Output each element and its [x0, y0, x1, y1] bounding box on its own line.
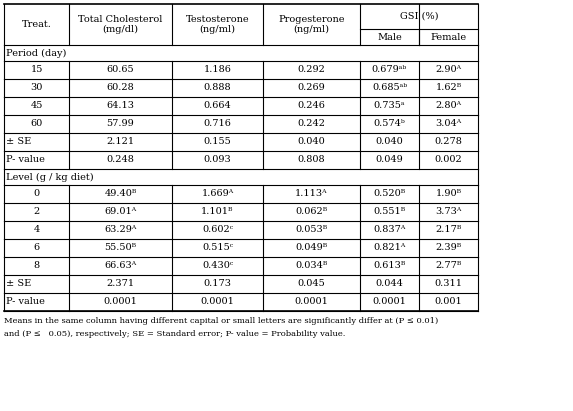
Text: 0.515ᶜ: 0.515ᶜ	[202, 243, 233, 252]
Text: 8: 8	[33, 261, 40, 270]
Text: 2.77ᴮ: 2.77ᴮ	[435, 261, 462, 270]
Text: 63.29ᴬ: 63.29ᴬ	[104, 226, 136, 235]
Text: 0.837ᴬ: 0.837ᴬ	[374, 226, 406, 235]
Text: P- value: P- value	[6, 298, 45, 307]
Text: ± SE: ± SE	[6, 138, 32, 146]
Text: 2.371: 2.371	[107, 279, 135, 289]
Text: 0.0001: 0.0001	[372, 298, 406, 307]
Text: 0.685ᵃᵇ: 0.685ᵃᵇ	[372, 83, 407, 92]
Text: Treat.: Treat.	[22, 20, 52, 29]
Text: 0.093: 0.093	[203, 155, 231, 164]
Text: Male: Male	[377, 32, 402, 42]
Text: 45: 45	[30, 102, 42, 111]
Text: 0.679ᵃᵇ: 0.679ᵃᵇ	[372, 65, 407, 74]
Text: Female: Female	[430, 32, 466, 42]
Text: 0.292: 0.292	[297, 65, 325, 74]
Text: 0.034ᴮ: 0.034ᴮ	[295, 261, 328, 270]
Text: 60: 60	[30, 120, 42, 129]
Text: 2.17ᴮ: 2.17ᴮ	[435, 226, 462, 235]
Text: 64.13: 64.13	[107, 102, 135, 111]
Text: P- value: P- value	[6, 155, 45, 164]
Text: 0.808: 0.808	[298, 155, 325, 164]
Text: 0.044: 0.044	[375, 279, 403, 289]
Text: 6: 6	[33, 243, 40, 252]
Text: 57.99: 57.99	[107, 120, 135, 129]
Text: 0.248: 0.248	[107, 155, 135, 164]
Text: 49.40ᴮ: 49.40ᴮ	[104, 189, 137, 199]
Text: 0.0001: 0.0001	[201, 298, 234, 307]
Text: 1.669ᴬ: 1.669ᴬ	[202, 189, 234, 199]
Text: 55.50ᴮ: 55.50ᴮ	[104, 243, 136, 252]
Text: 1.186: 1.186	[203, 65, 231, 74]
Text: 0.278: 0.278	[434, 138, 462, 146]
Text: 0.002: 0.002	[435, 155, 462, 164]
Text: 0.735ᵃ: 0.735ᵃ	[374, 102, 405, 111]
Text: 0.574ᵇ: 0.574ᵇ	[374, 120, 405, 129]
Text: 0.551ᴮ: 0.551ᴮ	[374, 208, 406, 217]
Text: 0.040: 0.040	[376, 138, 403, 146]
Text: 0.0001: 0.0001	[295, 298, 328, 307]
Text: and (P ≤   0.05), respectively; SE = Standard error; P- value = Probability valu: and (P ≤ 0.05), respectively; SE = Stand…	[4, 330, 346, 338]
Text: 0.430ᶜ: 0.430ᶜ	[202, 261, 233, 270]
Text: 1.113ᴬ: 1.113ᴬ	[295, 189, 328, 199]
Text: 0.888: 0.888	[203, 83, 231, 92]
Text: 0.173: 0.173	[203, 279, 231, 289]
Text: Progesterone
(ng/ml): Progesterone (ng/ml)	[278, 15, 345, 34]
Text: 0.053ᴮ: 0.053ᴮ	[295, 226, 328, 235]
Text: 0.001: 0.001	[435, 298, 462, 307]
Text: 0.045: 0.045	[297, 279, 325, 289]
Text: 69.01ᴬ: 69.01ᴬ	[104, 208, 136, 217]
Text: 60.65: 60.65	[107, 65, 134, 74]
Text: 0.0001: 0.0001	[104, 298, 138, 307]
Text: 3.04ᴬ: 3.04ᴬ	[435, 120, 462, 129]
Text: 30: 30	[30, 83, 42, 92]
Text: 0.242: 0.242	[297, 120, 325, 129]
Text: 2.90ᴬ: 2.90ᴬ	[435, 65, 461, 74]
Text: 0.062ᴮ: 0.062ᴮ	[295, 208, 328, 217]
Text: 1.90ᴮ: 1.90ᴮ	[435, 189, 462, 199]
Text: 15: 15	[30, 65, 42, 74]
Text: 0: 0	[33, 189, 40, 199]
Text: ± SE: ± SE	[6, 279, 32, 289]
Text: 66.63ᴬ: 66.63ᴬ	[104, 261, 136, 270]
Text: 60.28: 60.28	[107, 83, 135, 92]
Text: 4: 4	[33, 226, 40, 235]
Text: Period (day): Period (day)	[6, 48, 66, 58]
Text: 0.613ᴮ: 0.613ᴮ	[374, 261, 406, 270]
Text: 2.39ᴮ: 2.39ᴮ	[435, 243, 462, 252]
Text: 0.269: 0.269	[297, 83, 325, 92]
Text: 2.80ᴬ: 2.80ᴬ	[435, 102, 461, 111]
Text: GSI (%): GSI (%)	[400, 12, 438, 21]
Text: 0.049ᴮ: 0.049ᴮ	[295, 243, 328, 252]
Text: 0.311: 0.311	[434, 279, 462, 289]
Text: Total Cholesterol
(mg/dl): Total Cholesterol (mg/dl)	[79, 15, 163, 34]
Text: Means in the same column having different capital or small letters are significa: Means in the same column having differen…	[4, 317, 438, 325]
Text: 0.821ᴬ: 0.821ᴬ	[374, 243, 406, 252]
Text: 3.73ᴬ: 3.73ᴬ	[435, 208, 462, 217]
Text: 2.121: 2.121	[107, 138, 135, 146]
Text: 2: 2	[33, 208, 40, 217]
Text: 0.155: 0.155	[203, 138, 231, 146]
Text: 0.602ᶜ: 0.602ᶜ	[202, 226, 233, 235]
Text: 1.62ᴮ: 1.62ᴮ	[435, 83, 462, 92]
Text: 0.716: 0.716	[203, 120, 231, 129]
Text: 0.049: 0.049	[376, 155, 403, 164]
Text: 0.520ᴮ: 0.520ᴮ	[374, 189, 406, 199]
Text: Testosterone
(ng/ml): Testosterone (ng/ml)	[186, 15, 249, 34]
Text: 1.101ᴮ: 1.101ᴮ	[201, 208, 234, 217]
Text: 0.040: 0.040	[297, 138, 325, 146]
Text: 0.246: 0.246	[297, 102, 325, 111]
Text: 0.664: 0.664	[203, 102, 231, 111]
Text: Level (g / kg diet): Level (g / kg diet)	[6, 173, 94, 182]
